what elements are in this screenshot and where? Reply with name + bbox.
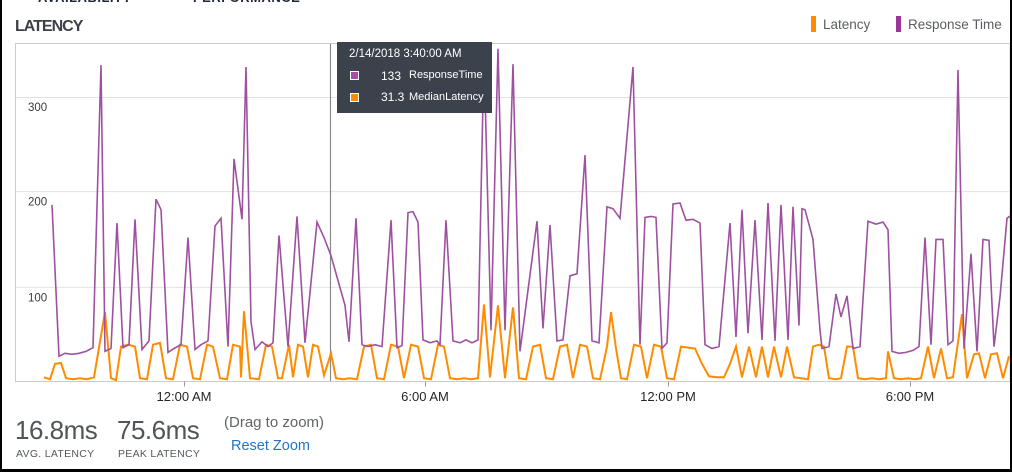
svg-text:300: 300 bbox=[28, 102, 47, 114]
svg-text:200: 200 bbox=[28, 197, 47, 209]
svg-text:100: 100 bbox=[28, 293, 47, 305]
